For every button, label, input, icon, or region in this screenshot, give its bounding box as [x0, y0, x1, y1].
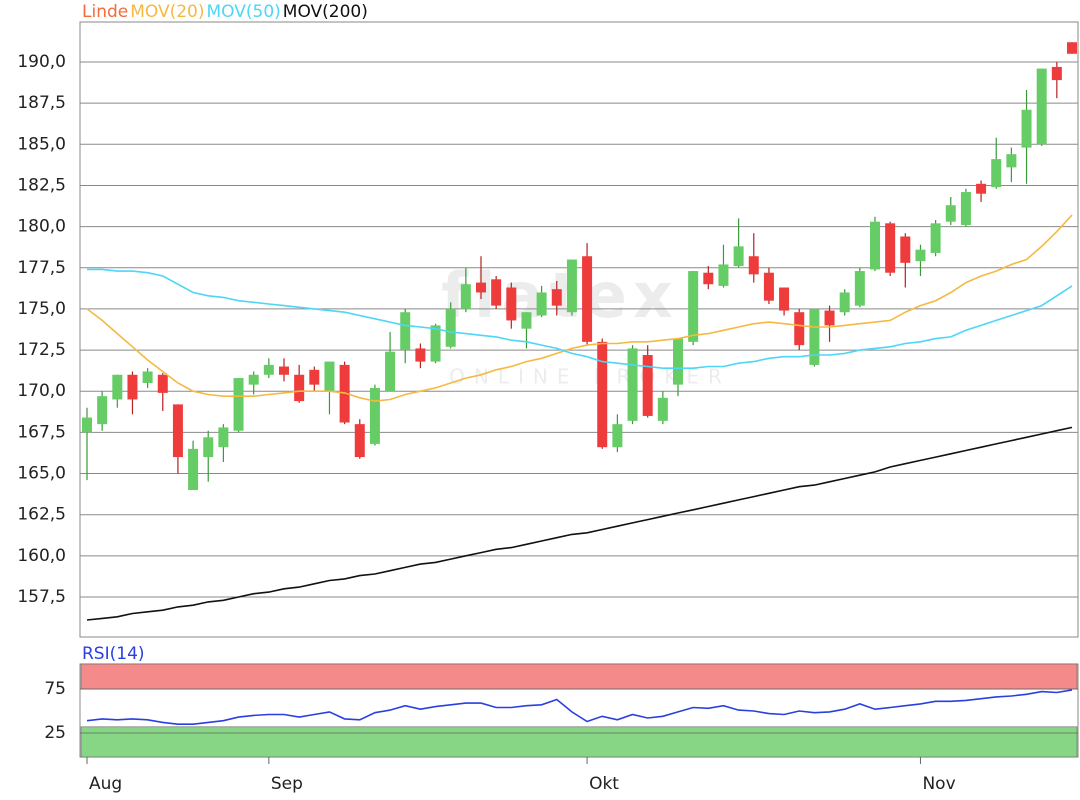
x-tick-label: Sep: [271, 774, 303, 794]
candle-body: [157, 374, 168, 393]
candle-body: [476, 282, 486, 293]
legend-entry: RSI(14): [82, 644, 145, 664]
candle-body: [794, 312, 805, 346]
candle-body: [1051, 66, 1062, 81]
y-tick-label: 172,5: [17, 340, 66, 360]
candle-body: [142, 371, 153, 383]
line-series: [86, 426, 1073, 621]
main-plot-area: [79, 21, 1079, 638]
candle-body: [1006, 154, 1017, 168]
y-tick-label: 177,5: [17, 258, 66, 278]
legend: Linde MOV(20) MOV(50) MOV(200): [82, 2, 368, 22]
y-tick-label: 182,5: [17, 175, 66, 195]
candle-body: [1036, 68, 1047, 145]
y-tick-label: 190,0: [17, 52, 66, 72]
candle-body: [82, 417, 92, 433]
candle-body: [824, 310, 835, 326]
candle-body: [597, 341, 608, 448]
candle-body: [400, 312, 411, 351]
candle-body: [536, 292, 547, 316]
candle-body: [566, 259, 577, 313]
rsi-zone: [80, 663, 1078, 690]
candle-body: [612, 424, 623, 448]
candle-body: [294, 374, 305, 402]
x-tick-label: Aug: [89, 774, 122, 794]
candle-body: [976, 183, 987, 194]
x-tick-label: Nov: [922, 774, 955, 794]
candle-body: [491, 279, 502, 306]
candle-body: [415, 348, 426, 362]
candle-body: [112, 374, 123, 400]
legend-entry: MOV(200): [283, 2, 368, 22]
candle-body: [945, 205, 956, 222]
candle-body: [172, 404, 183, 458]
candle-body: [885, 223, 896, 273]
candle-body: [324, 361, 335, 392]
candle-body: [779, 287, 790, 311]
candle-body: [445, 308, 456, 347]
candle-body: [1021, 109, 1032, 148]
y-tick-label: 180,0: [17, 217, 66, 237]
candle-body: [203, 437, 214, 458]
y-tick-label: 25: [44, 723, 66, 743]
candle-body: [309, 369, 320, 385]
y-tick-label: 170,0: [17, 381, 66, 401]
y-tick-label: 175,0: [17, 299, 66, 319]
line-series: [87, 268, 1073, 369]
y-tick-label: 165,0: [17, 464, 66, 484]
candle-body: [627, 348, 638, 421]
candle-body: [97, 396, 108, 425]
y-tick-label: 160,0: [17, 546, 66, 566]
candle-body: [642, 355, 653, 416]
candle-body: [248, 374, 259, 385]
x-tick-label: Okt: [589, 774, 619, 794]
candle-body: [369, 387, 380, 444]
candle-body: [582, 256, 593, 342]
candle-body: [930, 223, 941, 253]
candle-body: [657, 397, 668, 421]
candle-body: [218, 427, 229, 448]
y-tick-label: 75: [44, 679, 66, 699]
candle-body: [991, 159, 1002, 188]
legend-entry: Linde: [82, 2, 128, 22]
candle-body: [900, 236, 911, 263]
candle-body: [854, 271, 865, 306]
y-tick-label: 167,5: [17, 422, 66, 442]
candle-body: [127, 374, 138, 400]
candle-body: [748, 256, 759, 275]
candle-body: [718, 264, 729, 286]
candle-body: [809, 308, 820, 365]
candle-body: [733, 246, 744, 267]
candle-body: [354, 424, 365, 458]
legend-entry: MOV(20): [130, 2, 204, 22]
candle-body: [233, 378, 244, 431]
line-series: [86, 214, 1073, 402]
candle-body: [385, 351, 396, 392]
candle-body: [263, 364, 274, 375]
legend-entry: MOV(50): [207, 2, 281, 22]
candle-body: [1067, 42, 1077, 54]
rsi-zone: [80, 726, 1078, 758]
candle-body: [763, 272, 774, 301]
candle-body: [703, 272, 714, 285]
candle-body: [279, 366, 289, 375]
candle-body: [915, 249, 926, 262]
candle-body: [521, 312, 532, 329]
y-tick-label: 187,5: [17, 93, 66, 113]
candle-body: [188, 448, 199, 490]
candle-body: [506, 287, 517, 321]
candle-body: [430, 325, 441, 362]
y-tick-label: 162,5: [17, 505, 66, 525]
y-tick-label: 185,0: [17, 134, 66, 154]
candle-body: [551, 289, 562, 306]
candle-body: [839, 292, 850, 313]
line-series: [86, 689, 1073, 725]
y-tick-label: 157,5: [17, 587, 66, 607]
candle-body: [960, 192, 971, 225]
candle-body: [673, 338, 683, 385]
candle-body: [688, 271, 699, 342]
candle-body: [870, 221, 880, 270]
candle-body: [460, 284, 471, 309]
